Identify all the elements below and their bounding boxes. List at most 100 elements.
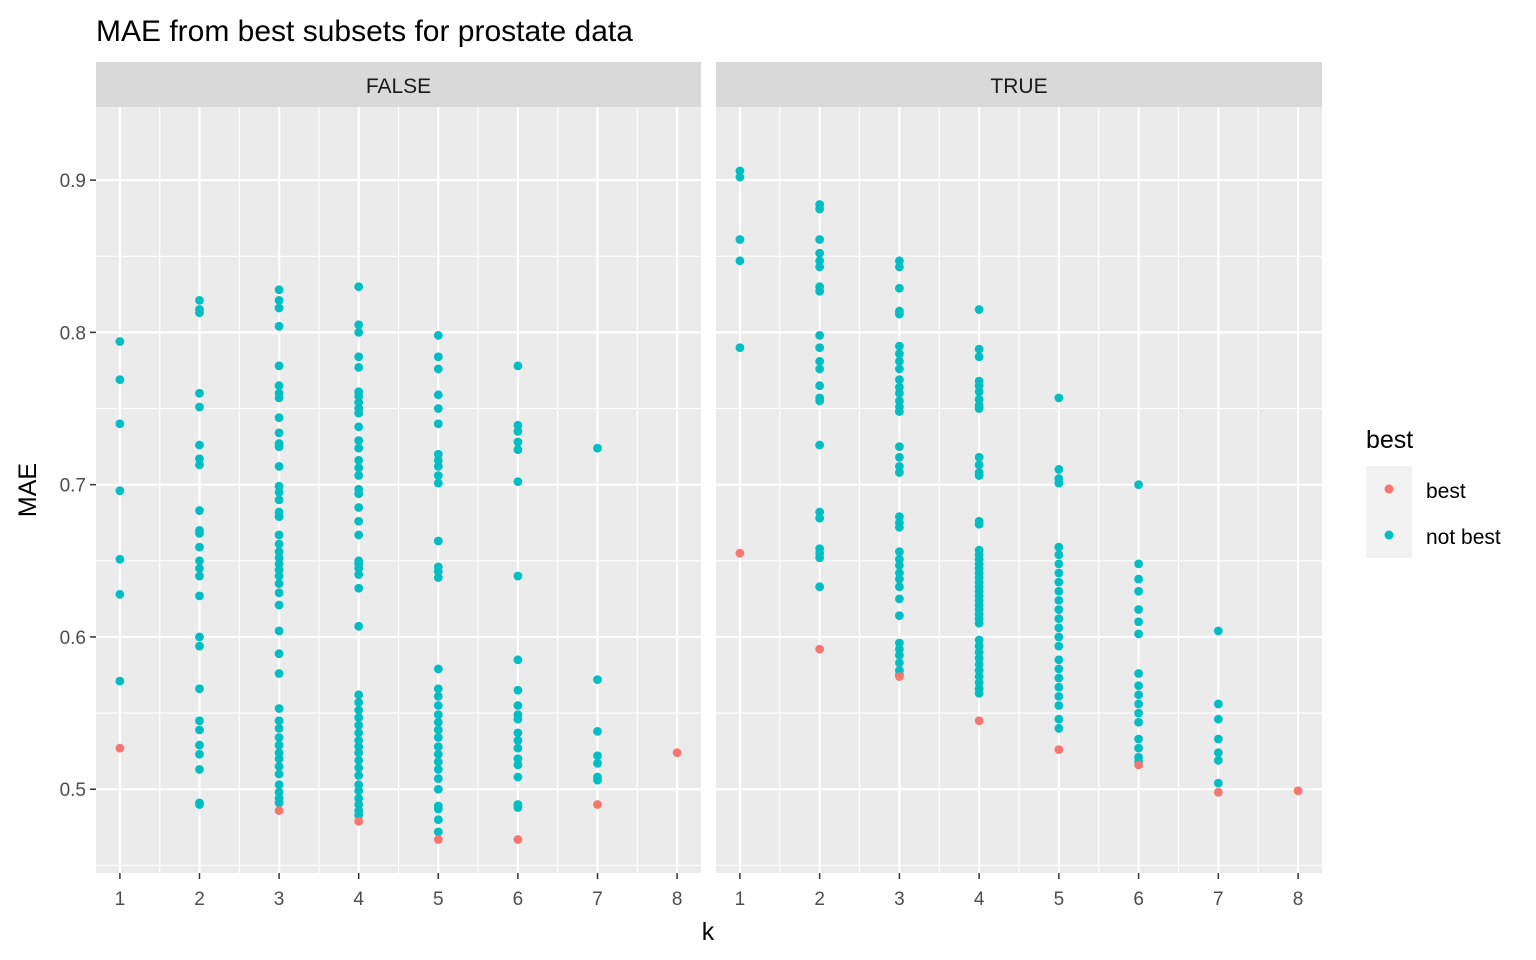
point-best <box>593 800 602 809</box>
point-not-best <box>894 256 904 266</box>
point-not-best <box>1134 629 1144 639</box>
point-not-best <box>735 256 745 266</box>
legend-label-best: best <box>1426 480 1466 503</box>
point-not-best <box>115 486 125 496</box>
point-not-best <box>894 341 904 351</box>
point-not-best <box>433 664 443 674</box>
point-not-best <box>593 775 602 785</box>
point-not-best <box>974 387 984 397</box>
point-not-best <box>274 487 284 497</box>
point-not-best <box>974 394 984 404</box>
point-not-best <box>1213 699 1223 709</box>
point-not-best <box>974 452 984 462</box>
point-not-best <box>894 396 904 406</box>
point-not-best <box>274 413 284 423</box>
point-not-best <box>894 611 904 621</box>
point-not-best <box>1213 734 1223 744</box>
point-not-best <box>274 547 284 557</box>
point-not-best <box>1134 574 1144 584</box>
point-not-best <box>974 471 984 480</box>
point-not-best <box>433 742 443 752</box>
point-not-best <box>1054 691 1064 701</box>
point-not-best <box>354 471 364 480</box>
point-not-best <box>274 296 284 305</box>
point-not-best <box>815 513 825 523</box>
point-not-best <box>274 748 284 758</box>
point-not-best <box>354 422 364 432</box>
point-not-best <box>815 582 825 592</box>
x-tick-label: 2 <box>194 889 205 910</box>
point-not-best <box>274 769 284 779</box>
point-not-best <box>195 684 204 694</box>
point-not-best <box>1134 681 1144 691</box>
point-not-best <box>195 506 204 515</box>
point-not-best <box>354 363 364 372</box>
point-not-best <box>274 428 284 438</box>
y-tick-label: 0.6 <box>60 628 86 649</box>
point-not-best <box>894 650 904 660</box>
point-not-best <box>354 810 364 820</box>
point-not-best <box>433 827 443 837</box>
point-not-best <box>513 714 523 724</box>
point-not-best <box>513 437 523 447</box>
point-not-best <box>274 579 284 589</box>
x-tick-label: 8 <box>672 889 683 910</box>
x-tick-label: 6 <box>1133 889 1144 910</box>
point-not-best <box>974 305 984 314</box>
y-axis-title: MAE <box>14 463 42 517</box>
point-not-best <box>1054 478 1064 488</box>
point-not-best <box>974 404 984 413</box>
point-not-best <box>593 443 602 453</box>
point-not-best <box>195 402 204 412</box>
point-not-best <box>894 407 904 416</box>
point-not-best <box>354 564 364 573</box>
point-not-best <box>274 303 284 313</box>
point-not-best <box>1054 577 1064 587</box>
point-not-best <box>274 553 284 563</box>
x-tick-label: 1 <box>735 889 746 910</box>
point-not-best <box>513 655 523 665</box>
point-not-best <box>513 361 523 371</box>
point-not-best <box>974 381 984 391</box>
point-not-best <box>354 583 364 593</box>
point-not-best <box>274 588 284 598</box>
point-not-best <box>195 740 204 750</box>
point-not-best <box>274 361 284 371</box>
point-not-best <box>894 262 904 272</box>
point-not-best <box>815 364 825 374</box>
point-not-best <box>894 388 904 398</box>
point-not-best <box>354 516 364 526</box>
point-not-best <box>1054 655 1064 665</box>
point-not-best <box>115 337 125 346</box>
point-not-best <box>354 793 364 803</box>
point-not-best <box>354 713 364 723</box>
point-not-best <box>1134 734 1144 744</box>
point-not-best <box>195 716 204 726</box>
x-tick-label: 3 <box>894 889 905 910</box>
x-tick-label: 5 <box>433 889 444 910</box>
point-not-best <box>433 471 443 480</box>
point-not-best <box>354 736 364 745</box>
point-not-best <box>354 503 364 512</box>
point-not-best <box>513 760 523 770</box>
point-not-best <box>354 786 364 796</box>
facet-strip-label: FALSE <box>366 75 431 98</box>
point-not-best <box>1054 559 1064 569</box>
point-not-best <box>195 296 204 305</box>
point-not-best <box>894 309 904 319</box>
point-not-best <box>115 676 125 686</box>
point-not-best <box>354 352 364 362</box>
point-not-best <box>274 381 284 391</box>
point-not-best <box>274 740 284 750</box>
x-tick-label: 3 <box>274 889 285 910</box>
point-not-best <box>974 352 984 362</box>
x-tick-label: 7 <box>1213 889 1224 910</box>
point-not-best <box>433 691 443 701</box>
point-not-best <box>974 659 984 669</box>
x-tick-label: 8 <box>1293 889 1304 910</box>
x-tick-label: 4 <box>353 889 364 910</box>
point-not-best <box>593 726 602 736</box>
point-not-best <box>433 757 443 767</box>
point-not-best <box>974 666 984 675</box>
point-not-best <box>433 404 443 413</box>
